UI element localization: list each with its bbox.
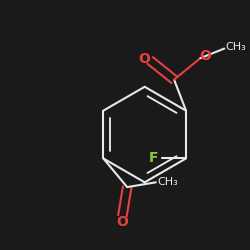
Text: CH₃: CH₃	[157, 177, 178, 187]
Text: O: O	[199, 49, 211, 63]
Text: CH₃: CH₃	[226, 42, 246, 52]
Text: O: O	[138, 52, 150, 66]
Text: F: F	[148, 152, 158, 166]
Text: O: O	[116, 215, 128, 229]
